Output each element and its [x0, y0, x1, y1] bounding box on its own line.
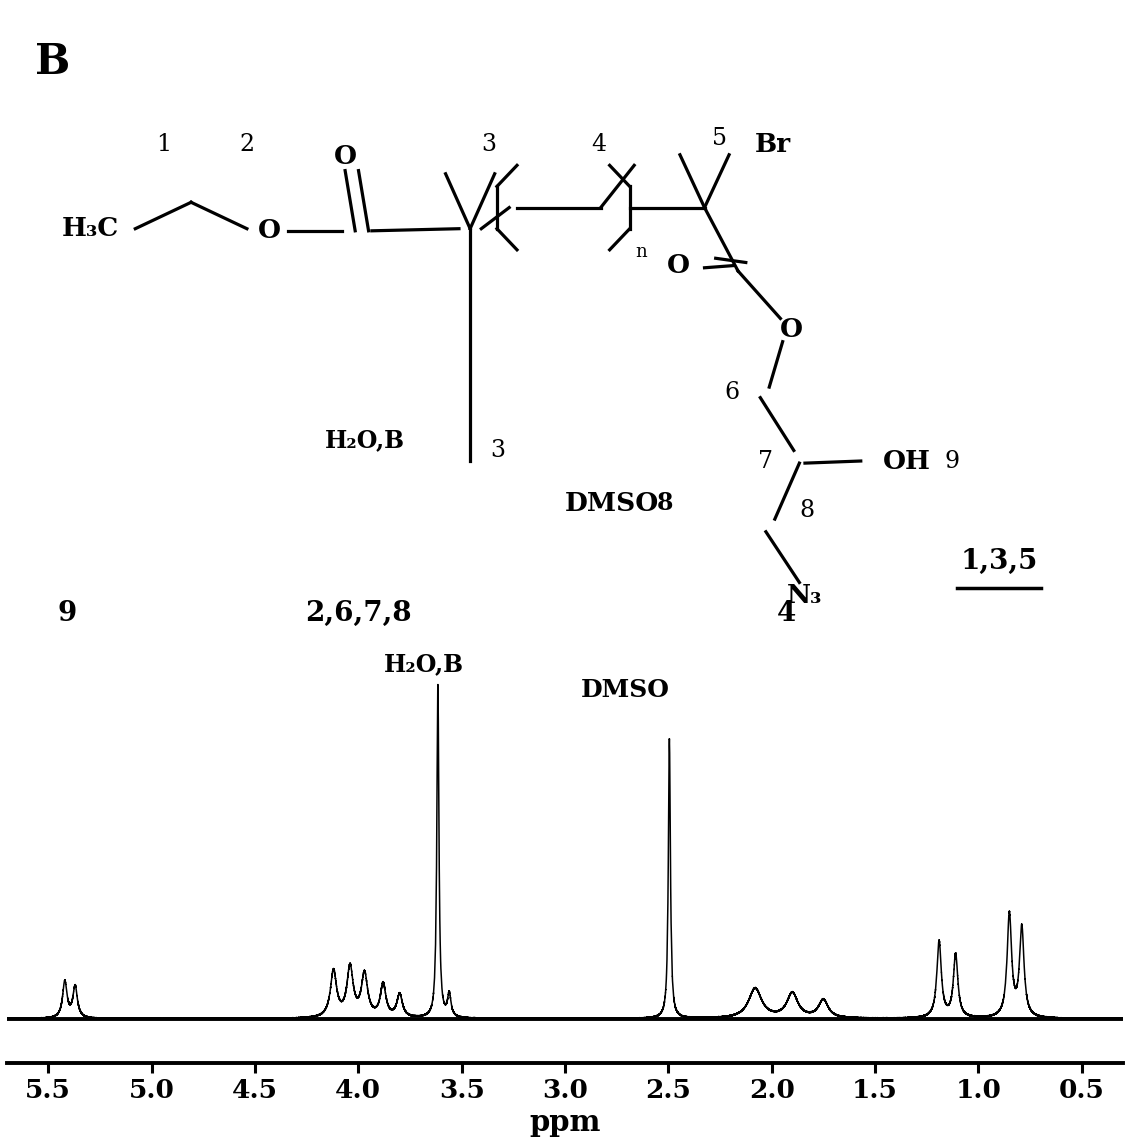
Text: O: O: [333, 144, 357, 169]
Text: DMSO: DMSO: [581, 678, 669, 702]
Text: H₂O,B: H₂O,B: [325, 428, 405, 452]
Text: 8: 8: [657, 491, 673, 515]
Text: Br: Br: [755, 132, 791, 157]
Text: 3: 3: [481, 133, 496, 156]
Text: B: B: [35, 41, 70, 82]
Text: H₃C: H₃C: [62, 216, 120, 241]
Text: 9: 9: [58, 601, 77, 627]
Text: 2: 2: [240, 133, 254, 156]
Text: 4: 4: [591, 133, 606, 156]
Text: O: O: [668, 253, 690, 278]
Text: O: O: [258, 219, 280, 244]
X-axis label: ppm: ppm: [529, 1109, 601, 1137]
Text: 5: 5: [712, 127, 727, 151]
Text: n: n: [635, 243, 646, 261]
Text: 6: 6: [724, 381, 740, 404]
Text: DMSO: DMSO: [565, 491, 659, 516]
Text: 4: 4: [776, 601, 796, 627]
Text: H₂O,B: H₂O,B: [384, 652, 463, 676]
Text: OH: OH: [883, 448, 931, 474]
Text: 3: 3: [490, 439, 505, 462]
Text: 1: 1: [156, 133, 171, 156]
Text: 7: 7: [758, 450, 773, 472]
Text: 9: 9: [945, 450, 959, 472]
Text: 2,6,7,8: 2,6,7,8: [305, 601, 411, 627]
Text: N₃: N₃: [788, 582, 823, 607]
Text: O: O: [780, 317, 803, 342]
Text: 1,3,5: 1,3,5: [960, 548, 1037, 574]
Text: 8: 8: [799, 499, 815, 522]
